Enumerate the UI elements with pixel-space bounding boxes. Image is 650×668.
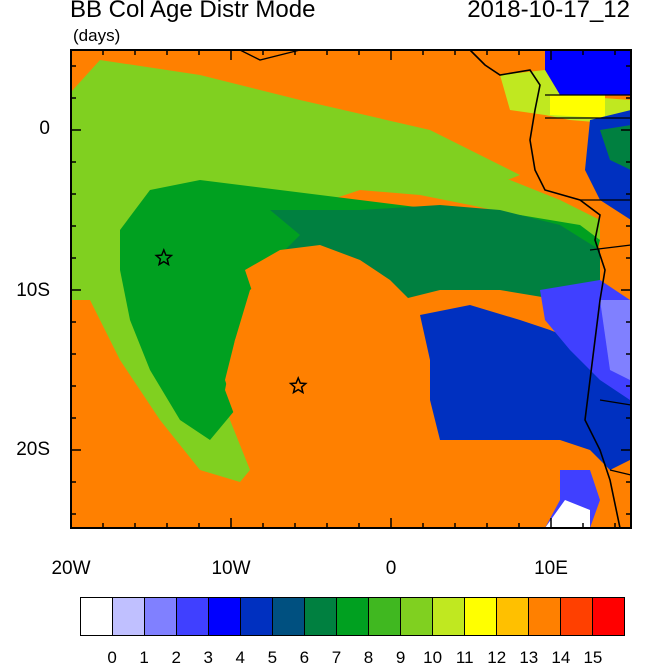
orange-interior [225,245,440,440]
colorbar-box [497,598,529,635]
map-date: 2018-10-17_12 [467,0,630,23]
colorbar-box [177,598,209,635]
plume-lavender [600,300,630,380]
axis-ticks [70,50,631,528]
colorbar-box [561,598,593,635]
north-yellow-patch [550,95,605,118]
colorbar-label: 3 [203,648,213,667]
x-label-20w: 20W [51,558,91,579]
colorbar-box [145,598,177,635]
colorbar-label: 7 [331,648,342,667]
colorbar-box [593,598,624,635]
colorbar-box [305,598,337,635]
colorbar [80,597,625,636]
colorbar-box [401,598,433,635]
colorbar-label: 0 [107,648,117,667]
colorbar-label: 14 [551,648,571,667]
colorbar-label: 13 [519,648,539,667]
x-label-10e: 10E [534,558,568,579]
colorbar-label: 8 [363,648,374,667]
colorbar-box [433,598,465,635]
y-label-10s: 10S [16,280,50,301]
y-label-0: 0 [39,118,50,139]
colorbar-box [369,598,401,635]
units-label: (days) [73,26,121,45]
colorbar-label: 4 [235,648,246,667]
colorbar-label: 9 [395,648,406,667]
map-frame [70,49,632,529]
colorbar-label: 1 [139,648,149,667]
colorbar-label: 6 [299,648,310,667]
colorbar-label: 12 [487,648,507,667]
colorbar-label: 5 [267,648,278,667]
colorbar-labels: 0 1 2 3 4 5 6 7 8 9 10 11 12 13 14 15 [80,648,625,668]
plume-upper-band [71,60,520,195]
colorbar-label: 2 [171,648,181,667]
x-label-0: 0 [385,558,397,579]
colorbar-box [273,598,305,635]
colorbar-box [241,598,273,635]
colorbar-label: 15 [583,648,603,667]
colorbar-label: 10 [423,648,443,667]
colorbar-box [529,598,561,635]
colorbar-label: 11 [455,648,474,667]
coastline [469,49,621,529]
marker-layer [154,248,308,395]
map-title: BB Col Age Distr Mode [70,0,316,23]
colorbar-box [81,598,113,635]
colorbar-box [209,598,241,635]
y-label-20s: 20S [16,439,50,460]
star-marker [154,248,174,267]
colorbar-box [113,598,145,635]
south-white-patch [545,500,590,528]
east-green-patch [600,125,631,170]
map-plot [70,49,632,529]
country-borders [545,94,632,476]
star-marker [288,376,308,395]
coastline-north [239,49,301,61]
colorbar-box [465,598,497,635]
x-label-10w: 10W [211,558,251,579]
north-blue-patch [545,50,631,95]
colorbar-box [337,598,369,635]
